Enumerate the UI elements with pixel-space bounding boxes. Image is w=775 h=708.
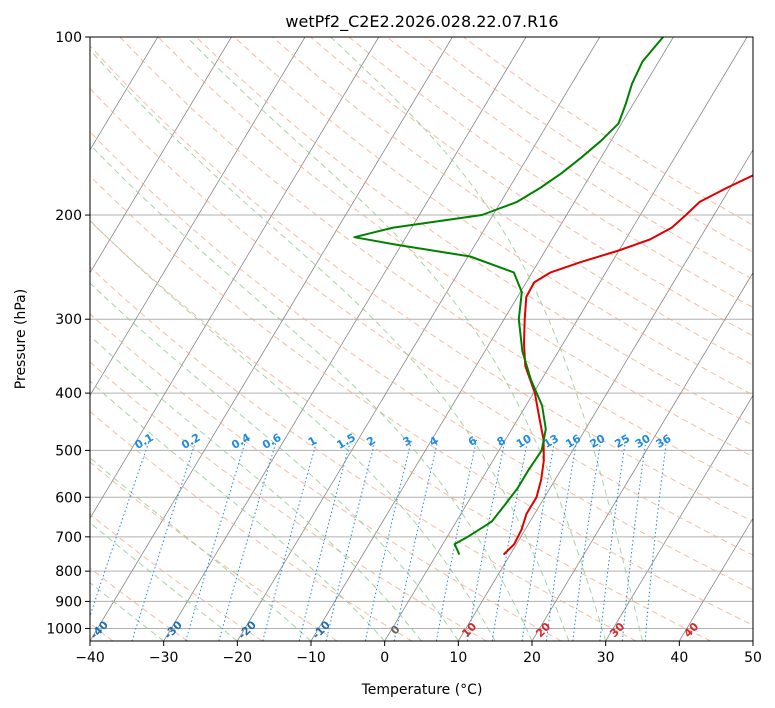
x-tick-label: 40 xyxy=(670,650,688,666)
y-tick-label: 700 xyxy=(55,530,82,546)
x-axis-label: Temperature (°C) xyxy=(361,682,483,698)
y-tick-label: 200 xyxy=(55,208,82,224)
mixing-ratio-line xyxy=(325,439,376,641)
y-tick-label: 1000 xyxy=(46,621,82,637)
dry-adiabat xyxy=(90,266,637,641)
x-tick-label: 50 xyxy=(744,650,762,666)
dry-adiabat xyxy=(195,37,753,427)
isotherm xyxy=(90,37,306,397)
dry-adiabat xyxy=(348,37,753,308)
x-tick-label: −30 xyxy=(149,650,179,666)
x-tick-label: 0 xyxy=(380,650,389,666)
moist-adiabat xyxy=(186,37,607,641)
isotherm xyxy=(163,37,527,641)
dry-adiabat xyxy=(90,313,562,641)
moist-adiabat xyxy=(330,37,643,641)
temperature-profile xyxy=(502,174,753,556)
y-tick-label: 600 xyxy=(55,490,82,506)
mixing-ratio-line xyxy=(131,439,197,641)
dry-adiabat xyxy=(90,220,711,641)
isotherm xyxy=(236,37,601,641)
dewpoint-profile xyxy=(353,37,664,556)
y-tick-label: 800 xyxy=(55,564,82,580)
y-tick-label: 900 xyxy=(55,594,82,610)
mixing-ratio-line xyxy=(572,439,602,641)
moist-adiabat xyxy=(90,380,386,641)
moist-adiabat xyxy=(90,522,238,641)
chart-title: wetPf2_C2E2.2026.028.22.07.R16 xyxy=(285,12,558,32)
moist-adiabat xyxy=(90,219,496,641)
isotherm xyxy=(678,517,753,641)
dry-adiabat xyxy=(90,175,753,626)
y-axis-label: Pressure (hPa) xyxy=(13,289,29,389)
moist-adiabat xyxy=(90,335,422,641)
moist-adiabat xyxy=(90,581,164,641)
moist-adiabat xyxy=(90,282,459,641)
mixing-ratio-line xyxy=(467,439,506,641)
mixing-ratio-line xyxy=(393,439,439,641)
isotherm xyxy=(90,37,380,519)
mixing-ratio-line xyxy=(521,439,556,641)
x-tick-label: −20 xyxy=(223,650,253,666)
isotherm xyxy=(90,37,159,151)
axes-frame xyxy=(89,36,754,642)
mixing-ratio-line xyxy=(545,439,578,641)
y-tick-label: 500 xyxy=(55,443,82,459)
mixing-ratio-line xyxy=(621,439,647,641)
isotherm xyxy=(605,394,753,641)
dry-adiabat xyxy=(310,37,753,337)
x-tick-label: −40 xyxy=(75,650,105,666)
moist-adiabat xyxy=(90,456,312,641)
y-tick-label: 100 xyxy=(55,30,82,46)
mixing-ratio-line xyxy=(185,439,247,641)
isotherm xyxy=(531,271,753,641)
x-tick-label: −10 xyxy=(296,650,326,666)
y-tick-label: 300 xyxy=(55,312,82,328)
mixing-ratio-line xyxy=(435,439,478,641)
dry-adiabat xyxy=(90,361,487,641)
mixing-ratio-line xyxy=(298,439,352,641)
plot-area: -40 -30 -20 -10 0 10 20 30 400.1 0.2 0.4 0.6 1 1.5 2 3 4… xyxy=(90,37,753,641)
mixing-ratio-line xyxy=(218,439,278,641)
dry-adiabat xyxy=(119,37,753,490)
axis-ticks: −40 −30 −20 −10 0 10 20 30 40 50 100 200 300 400 500 60… xyxy=(46,30,762,666)
x-tick-label: 20 xyxy=(523,650,541,666)
dry-adiabat xyxy=(90,131,753,591)
mixing-ratio-line xyxy=(262,439,318,641)
moist-adiabat xyxy=(90,143,533,641)
dry-adiabat xyxy=(90,513,263,641)
mixing-ratio-line xyxy=(644,439,668,641)
mixing-ratio-line xyxy=(364,439,412,641)
plot-border xyxy=(89,36,754,642)
isotherm xyxy=(90,37,453,641)
y-tick-label: 400 xyxy=(55,386,82,402)
isotherm xyxy=(384,37,748,641)
isotherm xyxy=(457,149,753,641)
isotherm xyxy=(90,37,232,274)
x-tick-label: 30 xyxy=(597,650,615,666)
mixing-ratio-line xyxy=(599,439,627,641)
dry-adiabat xyxy=(157,37,753,458)
dry-adiabat xyxy=(90,567,188,641)
x-tick-label: 10 xyxy=(449,650,467,666)
moist-adiabat xyxy=(90,49,570,641)
